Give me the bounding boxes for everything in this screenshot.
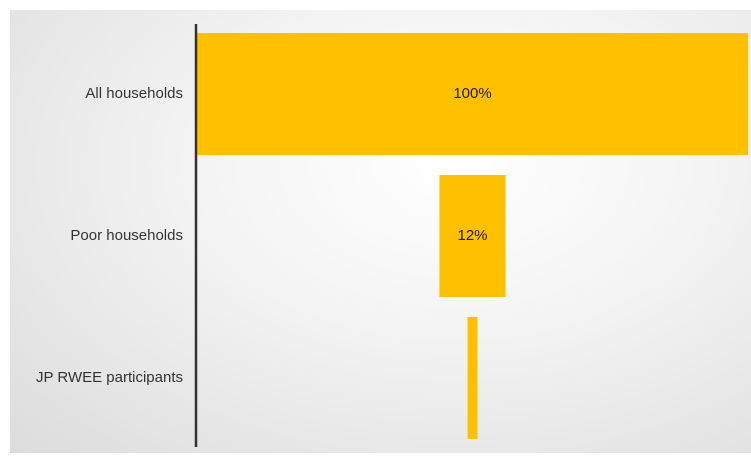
data-label: 100% <box>453 85 491 102</box>
bar-all-households <box>197 33 748 155</box>
category-label: All households <box>85 85 183 102</box>
funnel-chart: All households 100% Poor households 12% JP R… <box>36 24 748 447</box>
category-label: Poor households <box>70 227 183 244</box>
chart-area: All households 100% Poor households 12% JP R… <box>10 10 751 453</box>
bar-poor-households <box>439 175 506 297</box>
bar-jp-rwee-participants <box>467 317 478 439</box>
data-label: 12% <box>457 227 487 244</box>
category-label: JP RWEE participants <box>36 369 183 386</box>
